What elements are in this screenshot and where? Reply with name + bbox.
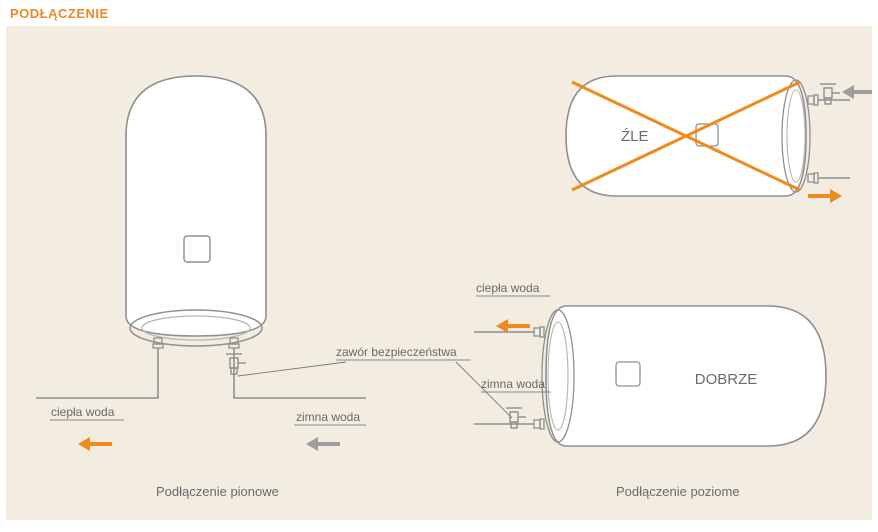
diagram-canvas: ciepła woda zimna woda Podłączenie pionowe… bbox=[6, 26, 872, 526]
svg-text:Podłączenie pionowe: Podłączenie pionowe bbox=[156, 484, 279, 499]
svg-text:ŹLE: ŹLE bbox=[621, 128, 649, 145]
section-title: PODŁĄCZENIE bbox=[10, 6, 109, 21]
correct-heater bbox=[546, 306, 826, 446]
section-title-text: PODŁĄCZENIE bbox=[10, 6, 109, 21]
svg-text:zawór bezpieczeństwa: zawór bezpieczeństwa bbox=[336, 345, 457, 359]
svg-text:DOBRZE: DOBRZE bbox=[695, 371, 758, 388]
svg-text:ciepła woda: ciepła woda bbox=[476, 281, 540, 295]
vertical-heater bbox=[126, 76, 266, 336]
svg-text:ciepła woda: ciepła woda bbox=[51, 405, 115, 419]
svg-text:Podłączenie poziome: Podłączenie poziome bbox=[616, 484, 740, 499]
svg-text:zimna woda: zimna woda bbox=[296, 410, 360, 424]
svg-text:zimna woda: zimna woda bbox=[481, 377, 545, 391]
